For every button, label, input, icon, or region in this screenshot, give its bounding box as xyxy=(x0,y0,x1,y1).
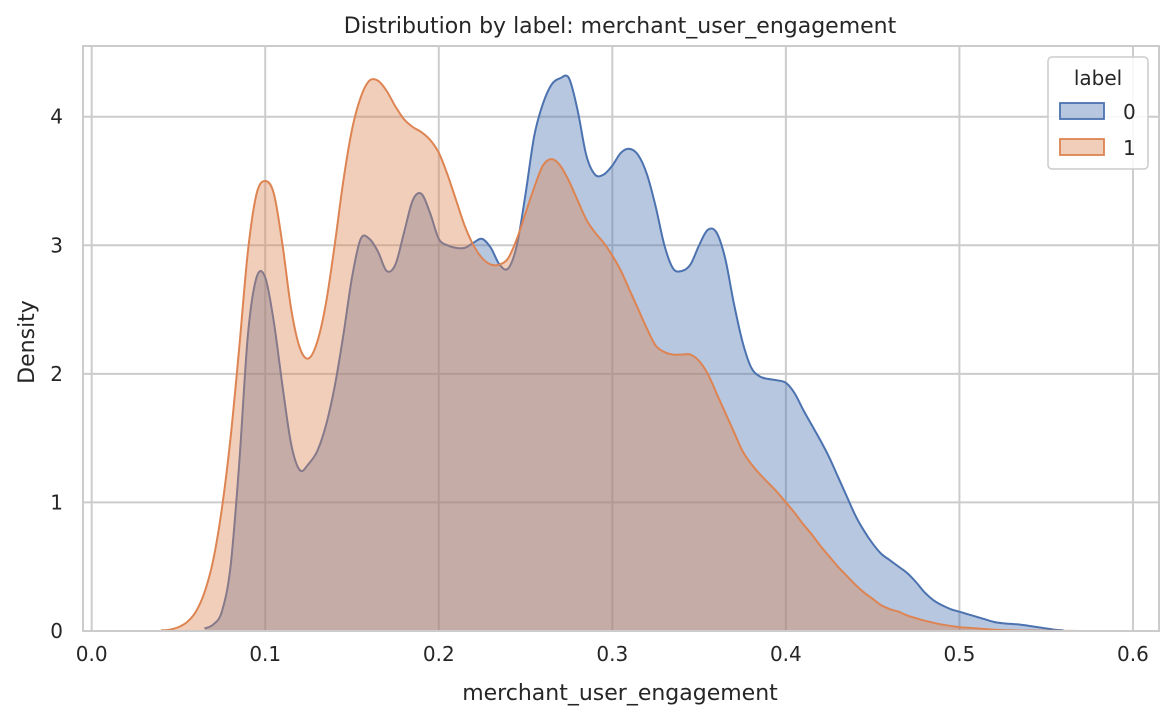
density-area-1 xyxy=(161,79,1081,631)
legend-swatch-0 xyxy=(1059,102,1105,120)
density-line-0 xyxy=(204,74,1064,632)
x-tick-label: 0.5 xyxy=(944,642,976,666)
x-tick-label: 0.2 xyxy=(423,642,455,666)
y-tick-label: 3 xyxy=(50,233,63,257)
density-area-0 xyxy=(204,75,1064,631)
legend: label 0 1 xyxy=(1047,56,1149,170)
y-tick-label: 2 xyxy=(50,362,63,386)
legend-swatch-1 xyxy=(1059,138,1105,156)
plot-frame xyxy=(82,45,1160,632)
chart-title: Distribution by label: merchant_user_eng… xyxy=(344,14,897,39)
y-axis-ticks: 0 1 2 3 4 xyxy=(50,105,63,643)
legend-title: label xyxy=(1074,66,1122,90)
y-axis-label: Density xyxy=(15,300,40,384)
x-tick-label: 0.1 xyxy=(249,642,281,666)
x-axis-ticks: 0.0 0.1 0.2 0.3 0.4 0.5 0.6 xyxy=(76,642,1149,666)
legend-box xyxy=(1047,56,1149,170)
x-axis-label: merchant_user_engagement xyxy=(462,681,778,706)
density-areas xyxy=(161,74,1081,632)
legend-label-1: 1 xyxy=(1123,136,1136,160)
x-tick-label: 0.0 xyxy=(76,642,108,666)
y-tick-label: 4 xyxy=(50,105,63,129)
y-tick-label: 1 xyxy=(50,490,63,514)
x-tick-label: 0.4 xyxy=(770,642,802,666)
density-line-1 xyxy=(161,78,1081,632)
grid-lines xyxy=(83,46,1159,632)
x-tick-label: 0.6 xyxy=(1117,642,1149,666)
y-tick-label: 0 xyxy=(50,619,63,643)
x-tick-label: 0.3 xyxy=(596,642,628,666)
legend-label-0: 0 xyxy=(1123,100,1136,124)
